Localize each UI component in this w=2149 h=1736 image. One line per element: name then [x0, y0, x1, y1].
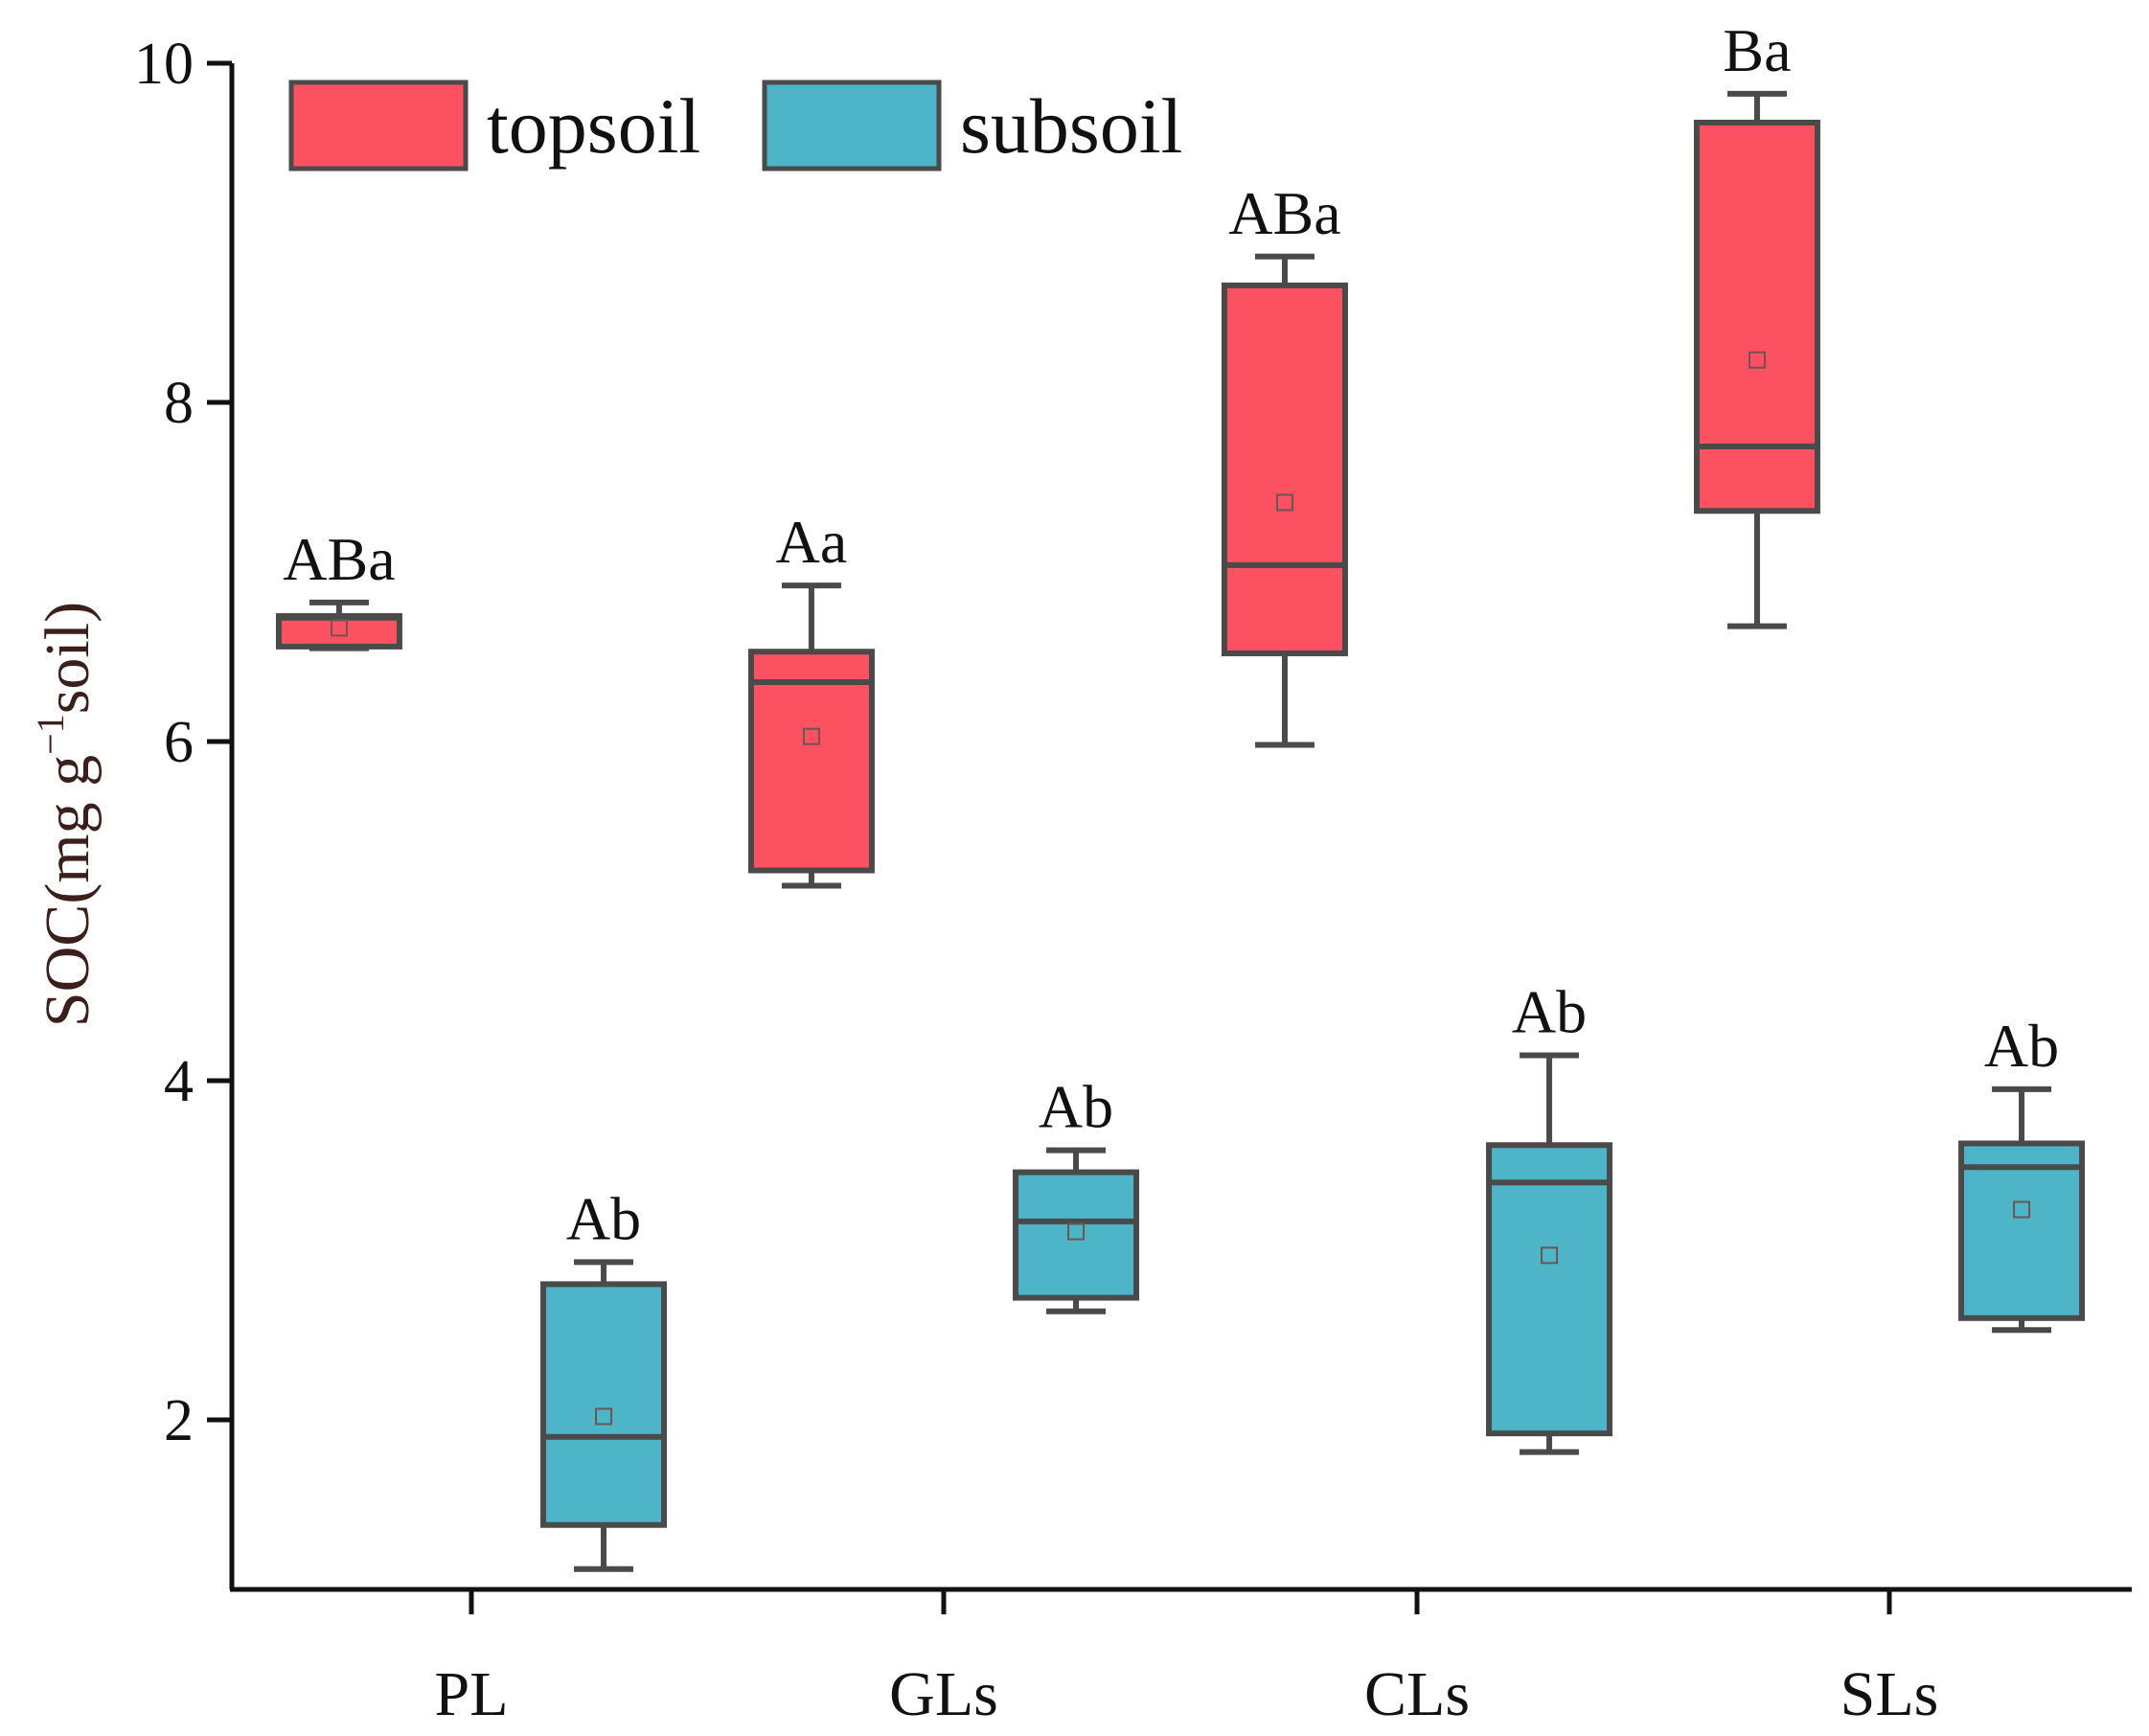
box-iqr	[1013, 1169, 1140, 1301]
y-axis-ticks: 2 4 6 8 10	[134, 32, 232, 1453]
box-subsoil-GLs	[1013, 1147, 1140, 1314]
y-axis-title-prefix: SOC(mg g	[33, 755, 103, 1027]
box-iqr	[1221, 282, 1348, 656]
significance-labels: ABa Aa ABa Ba Ab Ab Ab Ab	[283, 16, 2059, 1253]
box-series	[275, 90, 2086, 1572]
mean-marker	[1748, 351, 1766, 369]
box-iqr	[1958, 1140, 2086, 1321]
mean-marker	[1541, 1246, 1559, 1265]
series-subsoil	[540, 1052, 2086, 1572]
box-topsoil-GLs	[747, 582, 875, 889]
box-topsoil-CLs	[1221, 253, 1348, 748]
mean-marker	[1275, 493, 1293, 512]
x-tick-label-PL: PL	[434, 1659, 508, 1729]
box-iqr	[540, 1281, 668, 1528]
y-axis-title: SOC(mg g−1soil)	[29, 602, 103, 1027]
sig-label-topsoil-SLs: Ba	[1723, 16, 1791, 84]
series-topsoil	[275, 90, 1820, 889]
x-tick-label-SLs: SLs	[1840, 1659, 1939, 1729]
legend-label-topsoil: topsoil	[487, 82, 700, 170]
box-iqr	[1693, 119, 1820, 514]
box-topsoil-SLs	[1693, 90, 1820, 629]
mean-marker	[2013, 1200, 2031, 1219]
sig-label-subsoil-PL: Ab	[566, 1184, 641, 1252]
y-axis-title-superscript: −1	[29, 714, 72, 755]
y-tick-label-2: 2	[164, 1388, 194, 1453]
sig-label-subsoil-GLs: Ab	[1039, 1073, 1113, 1141]
mean-marker	[330, 619, 348, 637]
box-subsoil-PL	[540, 1259, 668, 1572]
y-axis-title-suffix: soil)	[33, 602, 103, 714]
y-tick-label-8: 8	[164, 371, 194, 436]
y-tick-label-10: 10	[134, 32, 194, 97]
box-subsoil-SLs	[1958, 1085, 2086, 1334]
sig-label-subsoil-CLs: Ab	[1512, 977, 1587, 1045]
x-tick-label-CLs: CLs	[1364, 1659, 1470, 1729]
sig-label-topsoil-CLs: ABa	[1228, 179, 1340, 247]
legend-swatch-subsoil	[762, 80, 942, 171]
sig-label-topsoil-GLs: Aa	[776, 508, 848, 576]
mean-marker	[595, 1407, 613, 1426]
box-iqr	[1486, 1142, 1613, 1437]
box-iqr	[747, 649, 875, 874]
x-tick-label-GLs: GLs	[889, 1659, 998, 1729]
sig-label-subsoil-SLs: Ab	[1984, 1012, 2059, 1080]
x-axis-ticks: PL GLs CLs SLs	[434, 1589, 1938, 1729]
sig-label-topsoil-PL: ABa	[283, 525, 395, 593]
mean-marker	[1067, 1222, 1086, 1241]
legend-label-subsoil: subsoil	[960, 82, 1182, 170]
y-tick-label-4: 4	[164, 1049, 194, 1114]
box-subsoil-CLs	[1486, 1052, 1613, 1455]
box-topsoil-PL	[275, 599, 402, 651]
mean-marker	[802, 727, 820, 745]
y-tick-label-6: 6	[164, 710, 194, 775]
legend: topsoil subsoil	[288, 80, 1182, 171]
legend-swatch-topsoil	[288, 80, 469, 171]
